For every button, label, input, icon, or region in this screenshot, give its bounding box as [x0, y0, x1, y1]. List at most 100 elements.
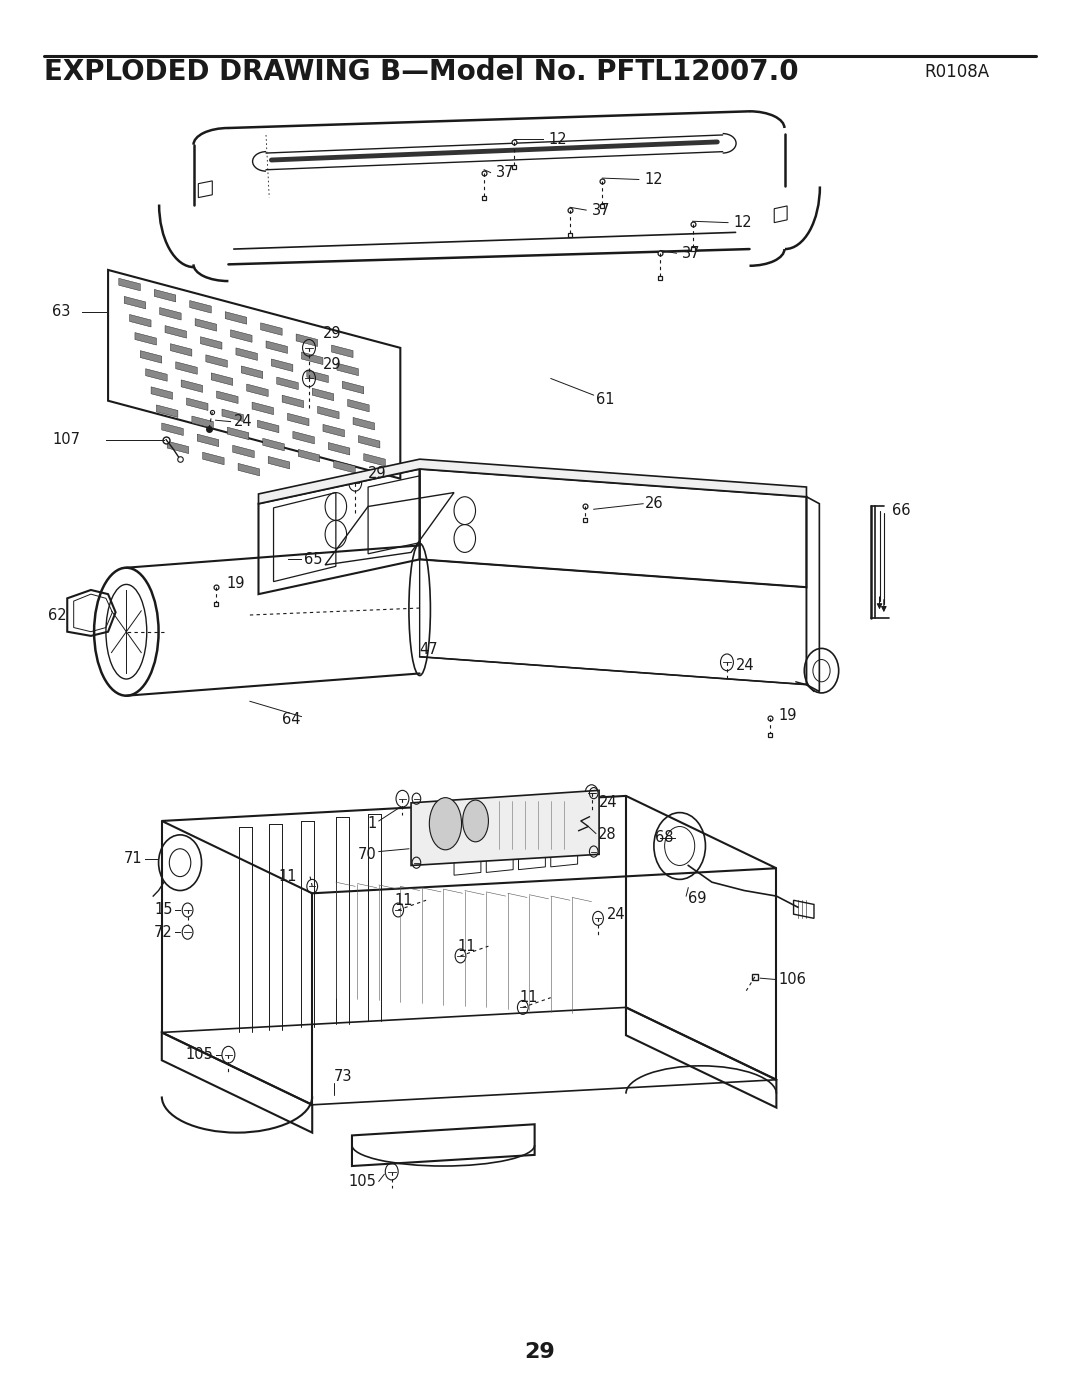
Polygon shape — [167, 441, 189, 454]
Polygon shape — [192, 416, 214, 429]
Polygon shape — [348, 400, 369, 412]
Text: 106: 106 — [779, 972, 807, 988]
Polygon shape — [181, 380, 203, 393]
Polygon shape — [353, 418, 375, 430]
Polygon shape — [332, 345, 353, 358]
Text: R0108A: R0108A — [924, 63, 989, 81]
Polygon shape — [252, 402, 273, 415]
Text: 11: 11 — [279, 869, 297, 884]
Polygon shape — [171, 344, 192, 356]
Polygon shape — [190, 300, 212, 313]
Text: 61: 61 — [596, 391, 615, 407]
Text: 11: 11 — [519, 990, 538, 1006]
Polygon shape — [187, 398, 208, 411]
Polygon shape — [146, 369, 167, 381]
Polygon shape — [293, 432, 314, 444]
Text: 19: 19 — [779, 708, 797, 722]
Polygon shape — [203, 453, 225, 465]
Text: 37: 37 — [681, 246, 700, 261]
Polygon shape — [232, 446, 254, 458]
Text: 1: 1 — [367, 816, 377, 831]
Polygon shape — [222, 409, 243, 422]
Text: 68: 68 — [654, 830, 673, 845]
Text: 105: 105 — [349, 1173, 377, 1189]
Text: 28: 28 — [598, 827, 617, 842]
Text: 64: 64 — [282, 712, 300, 726]
Text: 63: 63 — [52, 305, 70, 319]
Polygon shape — [195, 319, 217, 331]
Polygon shape — [328, 443, 350, 455]
Polygon shape — [140, 351, 162, 363]
Polygon shape — [318, 407, 339, 419]
Polygon shape — [198, 434, 219, 447]
Polygon shape — [301, 352, 323, 365]
Text: 12: 12 — [733, 215, 752, 231]
Polygon shape — [257, 420, 279, 433]
Polygon shape — [246, 384, 268, 397]
Polygon shape — [235, 348, 257, 360]
Polygon shape — [334, 461, 355, 474]
Polygon shape — [359, 436, 380, 448]
Polygon shape — [162, 423, 184, 436]
Polygon shape — [268, 457, 289, 469]
Polygon shape — [230, 330, 252, 342]
Polygon shape — [323, 425, 345, 437]
Text: 29: 29 — [368, 465, 387, 481]
Text: 11: 11 — [394, 893, 414, 908]
Text: 19: 19 — [227, 576, 245, 591]
Polygon shape — [276, 377, 298, 390]
Polygon shape — [154, 289, 176, 302]
Polygon shape — [342, 381, 364, 394]
Ellipse shape — [462, 800, 488, 842]
Text: 70: 70 — [357, 847, 377, 862]
Text: EXPLODED DRAWING B—Model No. PFTL12007.0: EXPLODED DRAWING B—Model No. PFTL12007.0 — [43, 59, 798, 87]
Text: 65: 65 — [303, 552, 322, 567]
Polygon shape — [260, 323, 282, 335]
Text: 24: 24 — [735, 658, 754, 672]
Text: 72: 72 — [153, 925, 173, 940]
Text: 37: 37 — [496, 165, 514, 180]
Text: 107: 107 — [52, 432, 80, 447]
Text: 47: 47 — [420, 643, 438, 658]
Polygon shape — [151, 387, 173, 400]
Polygon shape — [201, 337, 222, 349]
Text: 24: 24 — [599, 795, 618, 810]
Text: 24: 24 — [233, 414, 253, 429]
Polygon shape — [262, 439, 284, 451]
Text: 69: 69 — [688, 891, 706, 907]
Polygon shape — [212, 373, 232, 386]
Text: 29: 29 — [525, 1343, 555, 1362]
Text: 37: 37 — [592, 203, 610, 218]
Text: 29: 29 — [323, 358, 341, 372]
Polygon shape — [312, 388, 334, 401]
Text: 29: 29 — [323, 327, 341, 341]
Polygon shape — [160, 307, 181, 320]
Polygon shape — [296, 334, 318, 346]
Text: 71: 71 — [124, 851, 143, 866]
Polygon shape — [238, 464, 259, 476]
Polygon shape — [298, 450, 320, 462]
Polygon shape — [124, 296, 146, 309]
Text: 15: 15 — [154, 902, 173, 918]
Polygon shape — [176, 362, 198, 374]
Polygon shape — [411, 791, 599, 866]
Text: 12: 12 — [645, 172, 663, 187]
Polygon shape — [258, 460, 807, 504]
Polygon shape — [266, 341, 287, 353]
Polygon shape — [217, 391, 238, 404]
Polygon shape — [227, 427, 248, 440]
Polygon shape — [271, 359, 293, 372]
Polygon shape — [287, 414, 309, 426]
Polygon shape — [241, 366, 262, 379]
Text: 73: 73 — [334, 1070, 352, 1084]
Polygon shape — [135, 332, 157, 345]
Ellipse shape — [430, 798, 461, 849]
Polygon shape — [282, 395, 303, 408]
Polygon shape — [119, 278, 140, 291]
Polygon shape — [307, 370, 328, 383]
Polygon shape — [337, 363, 359, 376]
Text: 12: 12 — [549, 131, 567, 147]
Text: 105: 105 — [186, 1048, 214, 1062]
Polygon shape — [130, 314, 151, 327]
Polygon shape — [226, 312, 246, 324]
